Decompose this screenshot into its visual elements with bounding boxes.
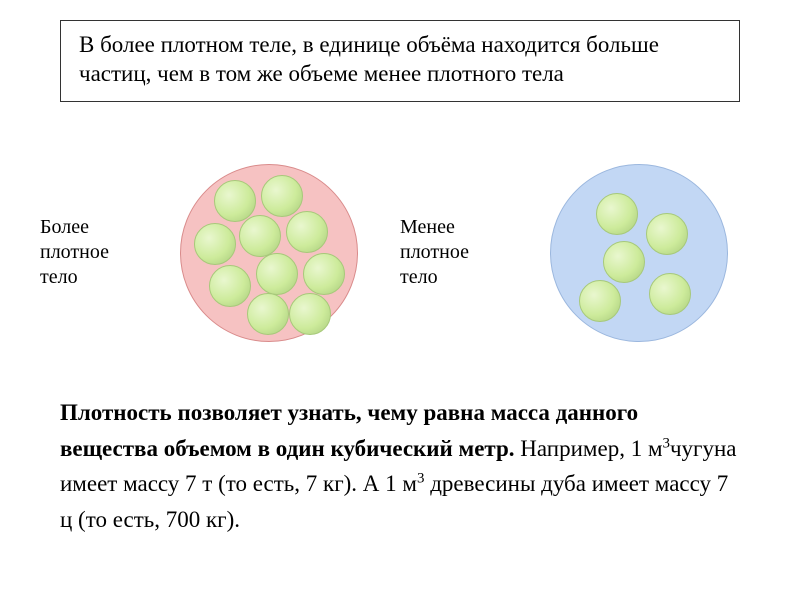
density-diagram: Более плотное тело Менее плотное тело bbox=[40, 160, 760, 360]
particle bbox=[289, 293, 331, 335]
label-dense-line-3: тело bbox=[40, 265, 160, 290]
label-dense: Более плотное тело bbox=[40, 215, 160, 290]
particle bbox=[649, 273, 691, 315]
dense-body-circle bbox=[180, 164, 358, 342]
particle bbox=[579, 280, 621, 322]
particle bbox=[247, 293, 289, 335]
particle bbox=[286, 211, 328, 253]
label-sparse-line-1: Менее bbox=[400, 215, 520, 240]
particle bbox=[256, 253, 298, 295]
particle bbox=[194, 223, 236, 265]
definition-box: В более плотном теле, в единице объёма н… bbox=[60, 20, 740, 102]
label-sparse: Менее плотное тело bbox=[400, 215, 520, 290]
particle bbox=[209, 265, 251, 307]
superscript-1: 3 bbox=[663, 435, 670, 451]
sparse-body-circle bbox=[550, 164, 728, 342]
particle bbox=[646, 213, 688, 255]
page: В более плотном теле, в единице объёма н… bbox=[0, 0, 800, 600]
particle bbox=[596, 193, 638, 235]
label-dense-line-2: плотное bbox=[40, 240, 160, 265]
particle bbox=[214, 180, 256, 222]
particle bbox=[603, 241, 645, 283]
particle bbox=[303, 253, 345, 295]
label-dense-line-1: Более bbox=[40, 215, 160, 240]
label-sparse-line-3: тело bbox=[400, 265, 520, 290]
label-sparse-line-2: плотное bbox=[400, 240, 520, 265]
particle bbox=[239, 215, 281, 257]
explanation-paragraph: Плотность позволяет узнать, чему равна м… bbox=[60, 395, 740, 538]
particle bbox=[261, 175, 303, 217]
explanation-seg-1: Например, 1 м bbox=[515, 436, 663, 461]
definition-text: В более плотном теле, в единице объёма н… bbox=[79, 31, 721, 89]
